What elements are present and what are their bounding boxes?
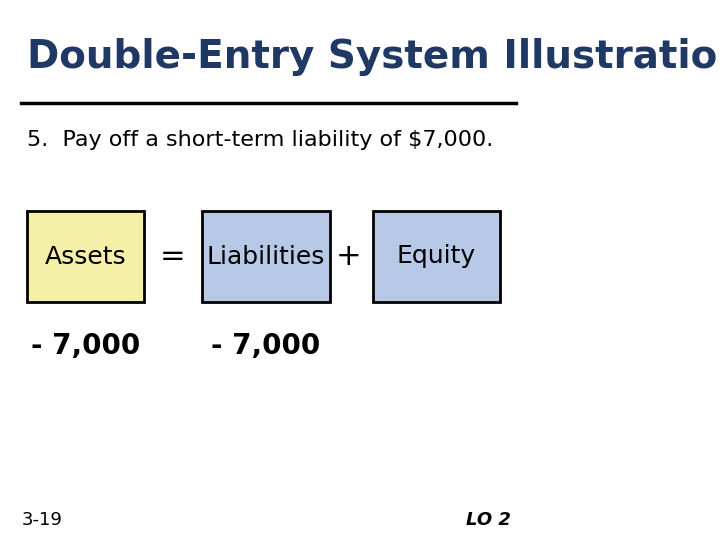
Text: Equity: Equity [397,245,476,268]
FancyBboxPatch shape [372,211,500,302]
Text: =: = [160,242,186,271]
Text: Assets: Assets [45,245,126,268]
Text: +: + [336,242,361,271]
Text: LO 2: LO 2 [466,511,511,529]
FancyBboxPatch shape [202,211,330,302]
Text: - 7,000: - 7,000 [30,332,140,360]
Text: Liabilities: Liabilities [207,245,325,268]
Text: - 7,000: - 7,000 [212,332,320,360]
Text: 3-19: 3-19 [22,511,62,529]
Text: Double-Entry System Illustration: Double-Entry System Illustration [27,38,720,76]
Text: 5.  Pay off a short-term liability of $7,000.: 5. Pay off a short-term liability of $7,… [27,130,493,150]
FancyBboxPatch shape [27,211,144,302]
